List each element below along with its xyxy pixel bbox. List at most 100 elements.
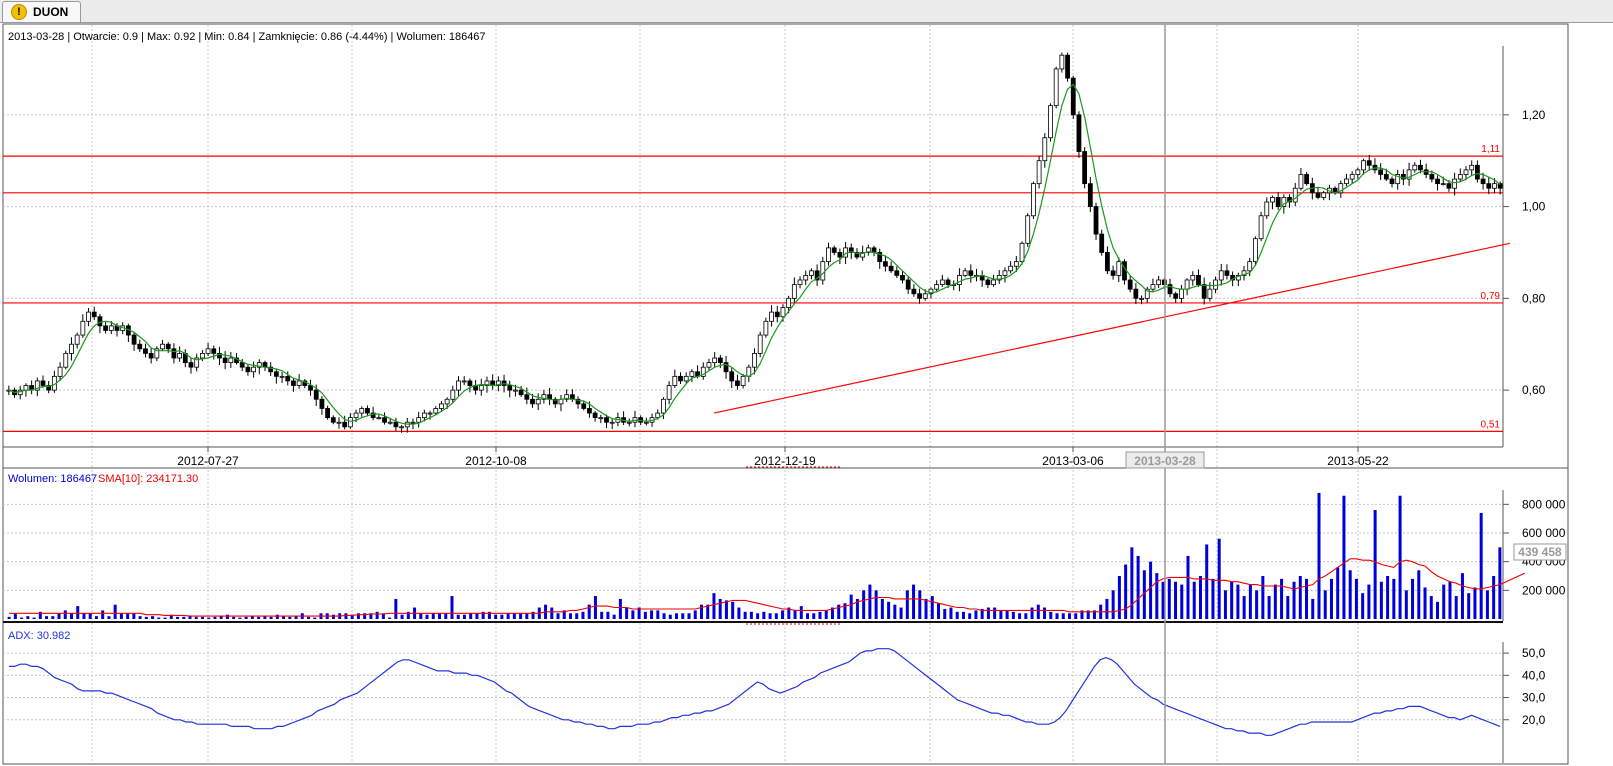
date-tick-label: 2012-07-27 [177, 454, 239, 468]
volume-bar [194, 616, 198, 619]
volume-bar [1192, 581, 1196, 619]
volume-bar [294, 616, 298, 619]
candle-body [524, 394, 530, 400]
candle-body [199, 353, 205, 359]
volume-bar [749, 611, 753, 619]
candle-body [729, 371, 735, 382]
volume-bar [855, 598, 859, 619]
volume-bar [918, 590, 922, 619]
candle-body [1349, 174, 1355, 180]
candle-body [342, 421, 348, 428]
volume-bar [288, 616, 292, 619]
volume-bar [1117, 576, 1121, 619]
candle-body [194, 357, 200, 368]
volume-bar [344, 613, 348, 619]
volume-bar [76, 606, 80, 619]
candle-body [860, 252, 866, 258]
volume-bar [1342, 495, 1346, 619]
volume-bar [500, 614, 504, 619]
volume-bar [1005, 610, 1009, 619]
candle-body [165, 343, 171, 350]
candle-body [421, 412, 427, 419]
volume-bar [475, 613, 479, 619]
volume-bar [581, 611, 585, 619]
candle-body [1167, 284, 1173, 295]
volume-bar [787, 607, 791, 619]
volume-bar [176, 616, 180, 619]
candle-body [1042, 137, 1048, 162]
volume-bar [905, 590, 909, 619]
volume-bar [213, 616, 217, 619]
candle-body [1457, 174, 1463, 180]
volume-bar [1311, 598, 1315, 619]
volume-bar [968, 613, 972, 619]
volume-bar [57, 613, 61, 619]
volume-bar [899, 607, 903, 619]
candle-body [740, 375, 746, 386]
volume-bar [1348, 570, 1352, 619]
candle-body [1048, 105, 1053, 139]
volume-bar [531, 611, 535, 619]
candle-body [968, 270, 974, 276]
candle-body [1463, 169, 1469, 175]
volume-bar [1217, 538, 1221, 619]
candle-body [791, 284, 797, 299]
candle-body [1093, 206, 1099, 235]
volume-bar [1317, 492, 1321, 619]
volume-bar [693, 610, 697, 619]
volume-bar [837, 604, 841, 619]
candle-body [1087, 183, 1093, 207]
volume-bar [88, 613, 92, 619]
candle-body [1304, 174, 1310, 185]
volume-bar [806, 613, 810, 619]
candle-body [1218, 270, 1224, 281]
price-tick-label: 0,60 [1522, 383, 1546, 397]
candle-body [592, 412, 598, 419]
volume-bar [94, 616, 98, 619]
volume-bar [550, 607, 554, 619]
volume-bar [169, 614, 173, 619]
candle-body [256, 362, 262, 368]
date-tick-label: 2012-10-08 [465, 454, 527, 468]
date-tick-label: 2013-03-06 [1042, 454, 1104, 468]
volume-value-box [1513, 543, 1567, 561]
date-axis: 2012-07-27 2012-10-08 2012-12-19 2013-03-06… [177, 447, 1389, 625]
candle-body [296, 380, 302, 386]
candle-body [581, 403, 587, 409]
volume-bar [1186, 555, 1190, 619]
candle-body [365, 408, 370, 414]
candle-body [1013, 261, 1019, 267]
volume-bar [1024, 613, 1028, 619]
volume-bar [506, 613, 510, 619]
candle-body [507, 385, 513, 391]
candle-body [655, 412, 661, 419]
candle-body [928, 288, 934, 295]
candle-body [865, 247, 871, 253]
candle-body [23, 385, 29, 391]
volume-bar [1149, 561, 1153, 619]
candle-body [319, 398, 325, 409]
candle-body [661, 398, 666, 414]
candle-body [700, 366, 706, 377]
volume-bar [662, 613, 666, 619]
candle-body [1264, 201, 1270, 217]
volume-bar [980, 608, 984, 619]
candle-body [1389, 178, 1395, 185]
candle-body [877, 252, 883, 263]
volume-bar [450, 596, 454, 619]
candle-body [1253, 238, 1258, 263]
volume-bar [38, 611, 42, 619]
volume-bar [880, 598, 884, 619]
volume-bar [331, 614, 335, 619]
volume-bar [1436, 601, 1440, 619]
candle-body [1008, 265, 1014, 272]
tab-duon[interactable]: ! DUON [2, 1, 82, 22]
candle-body [1418, 164, 1423, 171]
candle-body [1406, 169, 1412, 180]
volume-tick-label: 600 000 [1522, 526, 1566, 540]
candle-body [108, 325, 114, 331]
volume-bar [818, 611, 822, 619]
candle-body [1497, 183, 1503, 189]
volume-bar [519, 613, 523, 619]
